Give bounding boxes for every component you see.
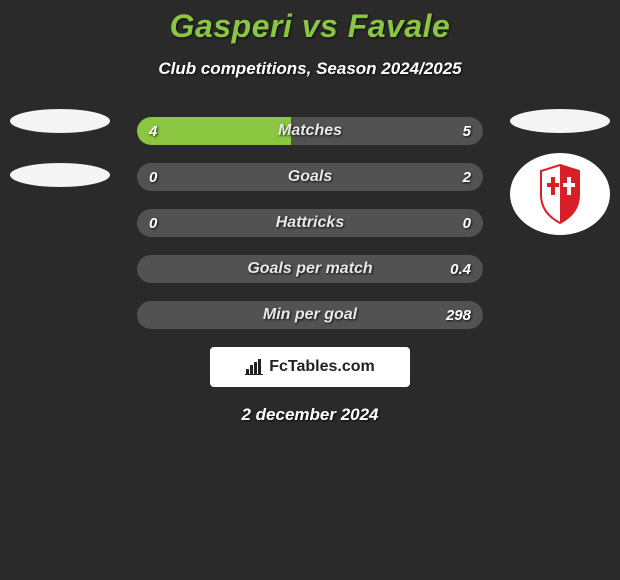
- stat-value-right: 5: [463, 117, 471, 145]
- branding-text: FcTables.com: [269, 358, 375, 376]
- subtitle: Club competitions, Season 2024/2025: [0, 59, 620, 79]
- shield-icon: [537, 163, 583, 225]
- stat-value-right: 298: [446, 301, 471, 329]
- stat-label: Matches: [137, 117, 483, 145]
- bar-chart-icon: [245, 359, 263, 375]
- branding-box: FcTables.com: [210, 347, 410, 387]
- left-player-placeholder-2: [10, 163, 110, 187]
- stat-label: Hattricks: [137, 209, 483, 237]
- stat-label: Min per goal: [137, 301, 483, 329]
- stat-bars: 4Matches50Goals20Hattricks0Goals per mat…: [137, 117, 483, 329]
- stat-row: Goals per match0.4: [137, 255, 483, 283]
- infographic-container: Gasperi vs Favale Club competitions, Sea…: [0, 0, 620, 580]
- stat-row: Min per goal298: [137, 301, 483, 329]
- stat-value-right: 2: [463, 163, 471, 191]
- stat-row: 0Hattricks0: [137, 209, 483, 237]
- right-team-badges: [510, 109, 610, 235]
- stat-value-right: 0.4: [450, 255, 471, 283]
- stat-value-right: 0: [463, 209, 471, 237]
- stat-row: 0Goals2: [137, 163, 483, 191]
- stats-area: 4Matches50Goals20Hattricks0Goals per mat…: [0, 117, 620, 329]
- stat-label: Goals per match: [137, 255, 483, 283]
- date-text: 2 december 2024: [0, 405, 620, 425]
- stat-row: 4Matches5: [137, 117, 483, 145]
- stat-label: Goals: [137, 163, 483, 191]
- right-player-placeholder: [510, 109, 610, 133]
- left-team-badges: [10, 109, 110, 217]
- page-title: Gasperi vs Favale: [0, 0, 620, 45]
- left-player-placeholder-1: [10, 109, 110, 133]
- right-club-badge: [510, 153, 610, 235]
